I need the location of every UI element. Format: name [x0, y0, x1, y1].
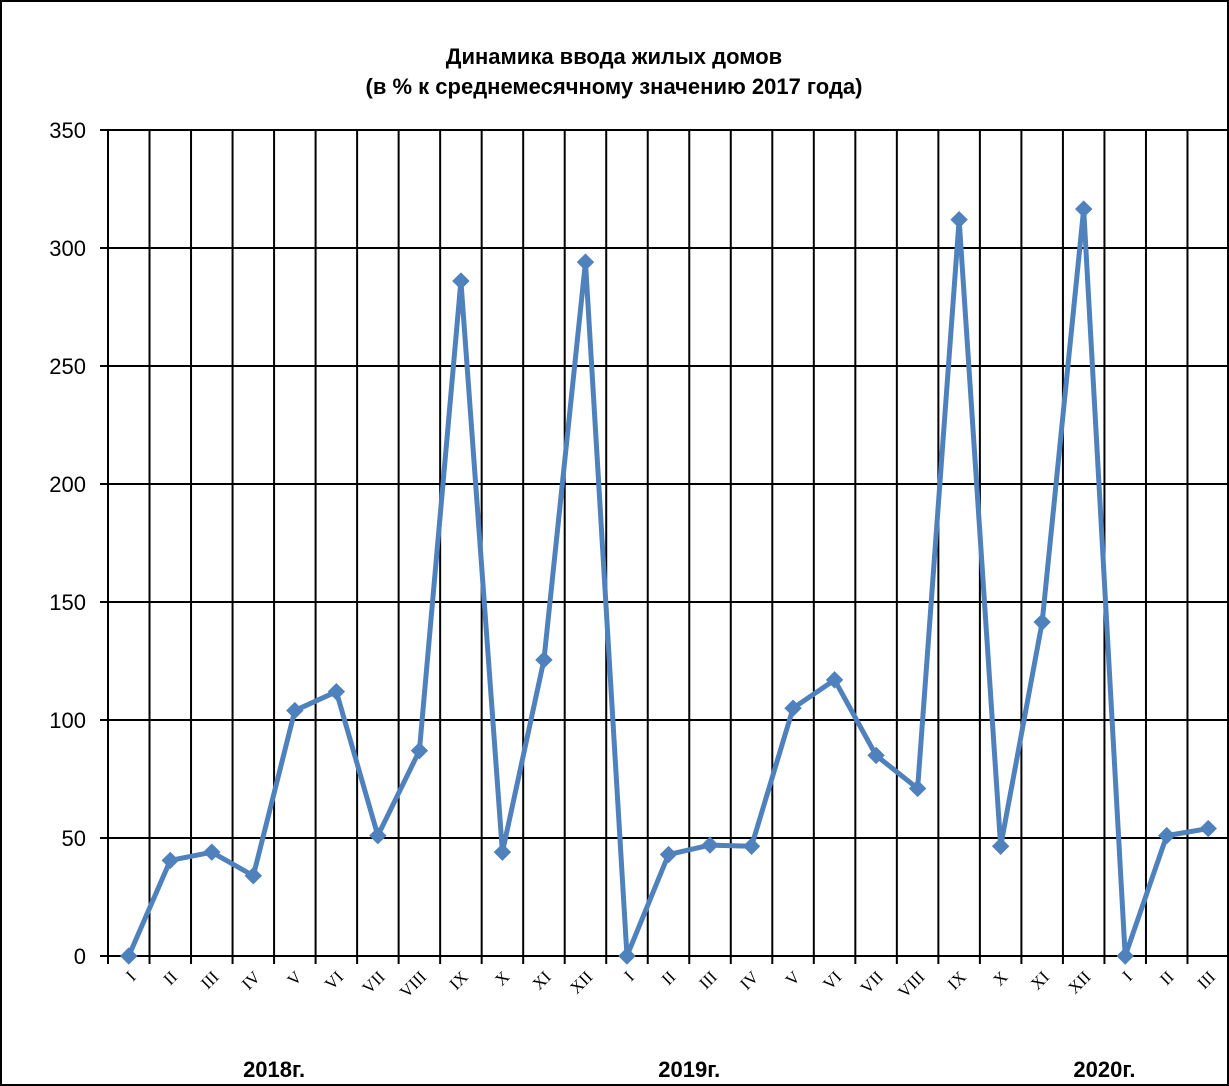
x-tick-label: VII	[359, 967, 389, 997]
x-tick-label: II	[160, 967, 182, 989]
data-point-marker	[701, 836, 719, 854]
x-tick-label: IV	[238, 967, 265, 994]
x-tick-label: V	[284, 967, 307, 990]
data-point-marker	[1033, 613, 1051, 631]
x-tick-label: XI	[529, 967, 555, 993]
data-point-marker	[244, 867, 263, 885]
x-tick-label: VI	[321, 967, 347, 993]
data-point-marker	[991, 837, 1010, 855]
data-point-marker	[950, 210, 968, 229]
data-point-marker	[825, 671, 844, 689]
x-tick-label: VIII	[396, 967, 430, 1001]
y-tick-label: 0	[74, 944, 86, 969]
data-point-marker	[867, 746, 885, 765]
x-tick-label: I	[620, 967, 638, 985]
data-point-marker	[742, 837, 761, 855]
x-tick-label: IX	[446, 967, 472, 993]
year-labels: 2018г. 2019г. 2020г.	[243, 1057, 1135, 1082]
year-label: 2019г.	[658, 1057, 720, 1082]
data-point-marker	[120, 947, 138, 965]
x-tick-label: IX	[944, 967, 970, 993]
data-point-marker	[161, 851, 179, 870]
y-tick-label: 250	[49, 354, 86, 379]
data-point-marker	[1116, 947, 1134, 965]
data-point-marker	[493, 843, 512, 861]
chart-title-line-1: Динамика ввода жилых домов	[446, 44, 782, 69]
y-tick-label: 300	[49, 236, 86, 261]
data-series	[120, 200, 1217, 965]
data-point-marker	[535, 651, 553, 669]
data-point-marker	[452, 272, 470, 290]
y-tick-label: 200	[49, 472, 86, 497]
x-tick-label: VII	[857, 967, 887, 997]
x-tick-label: III	[695, 967, 721, 993]
x-tick-label: IV	[736, 967, 763, 994]
chart-grid	[100, 129, 1227, 964]
data-point-marker	[1158, 826, 1176, 845]
y-tick-label: 100	[49, 708, 86, 733]
chart-title: Динамика ввода жилых домов (в % к среднем…	[366, 44, 863, 99]
x-tick-label: X	[989, 967, 1011, 989]
data-point-marker	[369, 826, 387, 845]
x-tick-label: XII	[1064, 967, 1094, 997]
x-tick-label: V	[782, 967, 805, 990]
x-tick-label: X	[491, 967, 513, 989]
y-tick-label: 150	[49, 590, 86, 615]
x-tick-label: XI	[1027, 967, 1053, 993]
year-label: 2020г.	[1073, 1057, 1135, 1082]
x-tick-label: III	[197, 967, 223, 993]
x-tick-label: I	[122, 967, 140, 985]
data-point-marker	[410, 741, 429, 760]
y-axis-ticks: 0 50 100 150 200 250 300 350	[49, 118, 86, 969]
data-point-marker	[1199, 819, 1217, 838]
x-tick-label: II	[1156, 967, 1178, 989]
series-line	[126, 206, 1209, 959]
chart-title-line-2: (в % к среднемесячному значению 2017 год…	[366, 74, 863, 99]
y-tick-label: 350	[49, 118, 86, 143]
data-point-marker	[576, 253, 595, 271]
x-tick-label: XII	[566, 967, 596, 997]
x-tick-label: I	[1119, 967, 1137, 985]
data-point-marker	[1074, 200, 1093, 218]
data-point-marker	[618, 947, 636, 965]
data-point-marker	[327, 682, 346, 701]
x-tick-label: II	[658, 967, 680, 989]
x-tick-label: VIII	[894, 967, 928, 1001]
year-label: 2018г.	[243, 1057, 305, 1082]
data-point-marker	[908, 779, 927, 798]
x-tick-label: VI	[819, 967, 845, 993]
data-point-marker	[203, 843, 221, 861]
x-axis-ticks: I II III IV V VI VII VIII IX X XI XII I II III IV V VI VII…	[122, 967, 1219, 1002]
data-point-marker	[784, 699, 802, 717]
x-tick-label: III	[1194, 967, 1220, 993]
data-point-marker	[659, 845, 678, 864]
y-tick-label: 50	[62, 826, 86, 851]
data-point-marker	[286, 701, 304, 720]
